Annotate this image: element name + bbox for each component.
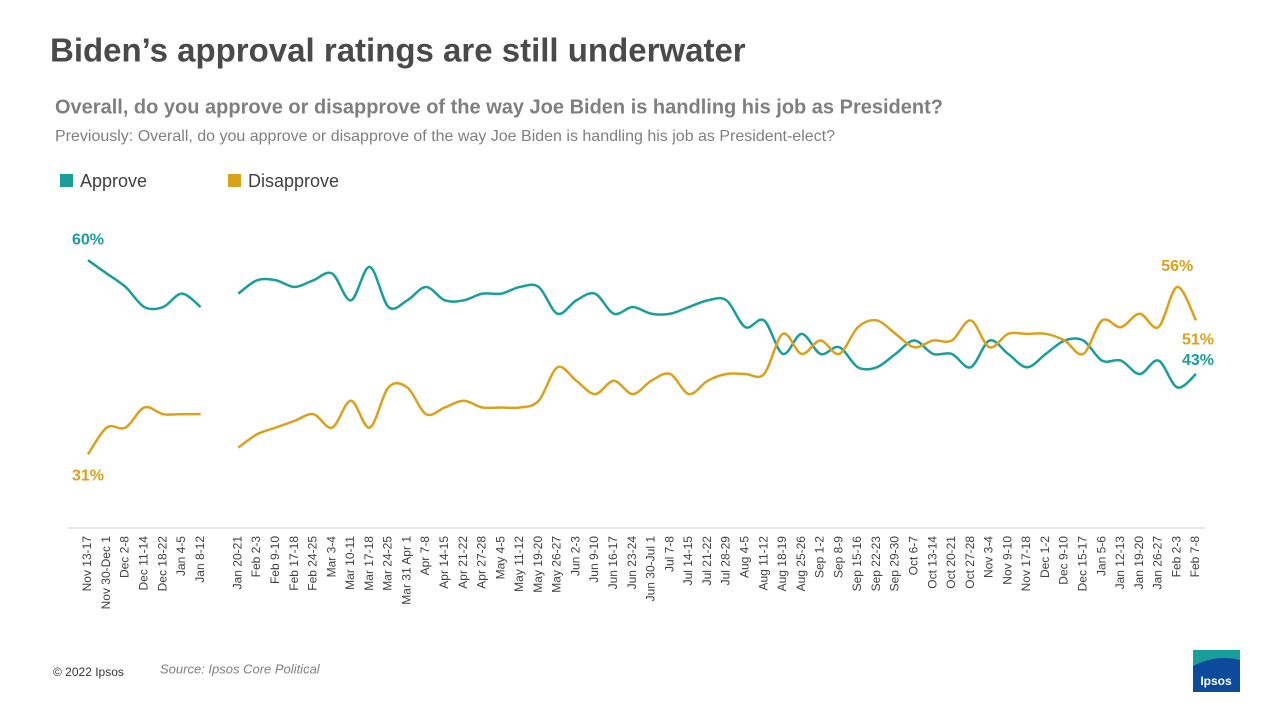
x-tick-label: Oct 27-28: [963, 536, 977, 589]
x-tick-label: Feb 2-3: [1169, 536, 1183, 578]
logo: Ipsos: [1200, 674, 1232, 688]
x-tick-label: Nov 30-Dec 1: [99, 536, 113, 610]
x-tick-label: Oct 13-14: [925, 536, 939, 589]
x-tick-label: Mar 3-4: [324, 536, 338, 578]
x-tick-label: Jul 14-15: [681, 536, 695, 586]
x-tick-label: Dec 2-8: [118, 536, 132, 578]
x-tick-label: Feb 9-10: [268, 536, 282, 584]
x-tick-label: Dec 18-22: [155, 536, 169, 592]
x-tick-label: Sep 8-9: [831, 536, 845, 578]
x-tick-label: Apr 27-28: [475, 536, 489, 589]
legend-label: Disapprove: [248, 171, 339, 191]
x-tick-label: Aug 25-26: [794, 536, 808, 592]
x-tick-label: Jan 20-21: [230, 536, 244, 590]
x-tick-label: Jul 21-22: [700, 536, 714, 586]
x-tick-label: Sep 15-16: [850, 536, 864, 592]
series-line: [87, 259, 1197, 389]
x-tick-label: Mar 24-25: [381, 536, 395, 591]
legend-label: Approve: [80, 171, 147, 191]
x-tick-label: Dec 15-17: [1076, 536, 1090, 592]
x-tick-label: May 19-20: [531, 536, 545, 593]
x-tick-label: Jun 2-3: [568, 536, 582, 576]
legend-swatch: [228, 174, 241, 187]
x-tick-label: Sep 29-30: [888, 536, 902, 592]
logo-accent: [1193, 650, 1240, 666]
x-tick-label: Mar 17-18: [362, 536, 376, 591]
x-tick-label: Dec 9-10: [1057, 536, 1071, 585]
x-tick-label: Feb 7-8: [1188, 536, 1202, 578]
x-tick-label: Aug 4-5: [737, 536, 751, 578]
x-tick-label: Jan 26-27: [1151, 536, 1165, 590]
data-label: 60%: [72, 231, 104, 248]
x-tick-label: Apr 14-15: [437, 536, 451, 589]
data-label: 51%: [1182, 332, 1214, 349]
x-tick-label: Jun 9-10: [587, 536, 601, 583]
x-tick-label: Jul 28-29: [719, 536, 733, 586]
x-tick-label: May 11-12: [512, 536, 526, 592]
x-tick-label: Aug 11-12: [756, 536, 770, 591]
x-tick-label: Dec 1-2: [1038, 536, 1052, 578]
x-tick-label: May 26-27: [550, 536, 564, 593]
x-tick-label: Jan 12-13: [1113, 536, 1127, 590]
x-tick-label: Nov 13-17: [80, 536, 94, 592]
x-tick-label: Mar 10-11: [343, 536, 357, 590]
source: Source: Ipsos Core Political: [160, 661, 321, 676]
x-tick-label: Nov 9-10: [1000, 536, 1014, 585]
x-tick-label: Feb 24-25: [306, 536, 320, 591]
chart-subtitle: Overall, do you approve or disapprove of…: [55, 96, 943, 118]
x-tick-label: Mar 31 Apr 1: [399, 536, 413, 605]
x-tick-label: Feb 2-3: [249, 536, 263, 578]
x-tick-label: Jan 8-12: [193, 536, 207, 583]
x-tick-label: Jun 23-24: [625, 536, 639, 590]
chart-note: Previously: Overall, do you approve or d…: [55, 128, 835, 145]
x-tick-label: Jan 19-20: [1132, 536, 1146, 590]
x-tick-label: Oct 20-21: [944, 536, 958, 589]
x-tick-label: Jan 5-6: [1094, 536, 1108, 576]
x-tick-label: Nov 3-4: [982, 536, 996, 578]
data-label: 43%: [1182, 352, 1214, 369]
x-tick-label: Jan 4-5: [174, 536, 188, 576]
x-tick-label: Apr 7-8: [418, 536, 432, 576]
copyright: © 2022 Ipsos: [53, 665, 124, 679]
x-tick-label: Aug 18-19: [775, 536, 789, 592]
x-tick-label: Dec 11-14: [137, 536, 151, 591]
x-tick-label: Jun 30-Jul 1: [644, 536, 658, 602]
x-tick-label: Jul 7-8: [662, 536, 676, 572]
x-tick-label: Feb 17-18: [287, 536, 301, 591]
data-label: 56%: [1161, 258, 1193, 275]
x-tick-label: Oct 6-7: [906, 536, 920, 576]
x-tick-label: May 4-5: [493, 536, 507, 580]
series-line: [86, 285, 1198, 456]
data-label: 31%: [72, 468, 104, 485]
x-tick-label: Apr 21-22: [456, 536, 470, 589]
x-tick-label: Jun 16-17: [606, 536, 620, 590]
x-tick-label: Nov 17-18: [1019, 536, 1033, 592]
chart-title: Biden’s approval ratings are still under…: [50, 32, 746, 69]
legend-swatch: [60, 174, 73, 187]
x-tick-label: Sep 1-2: [813, 536, 827, 578]
x-tick-label: Sep 22-23: [869, 536, 883, 592]
